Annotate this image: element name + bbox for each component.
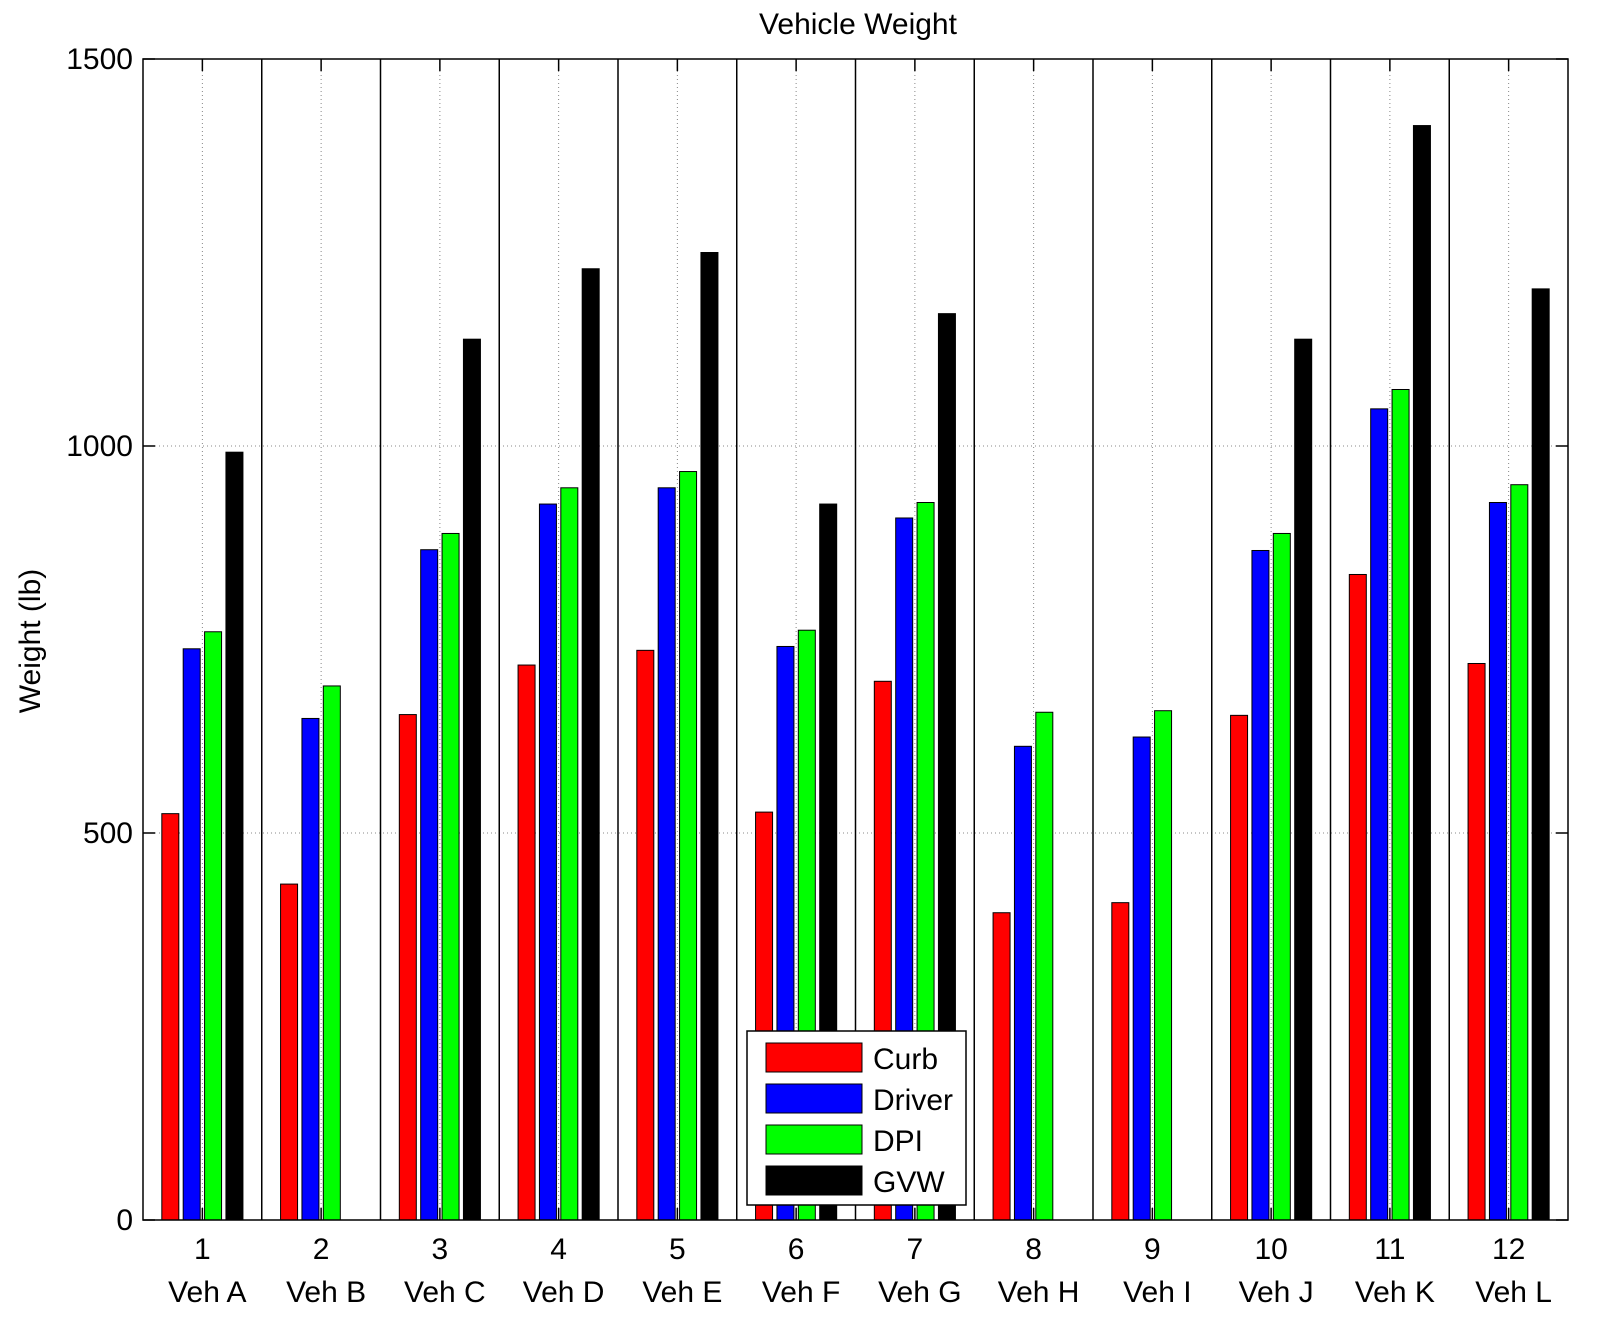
axes xyxy=(142,58,1569,1221)
x-tick-label: 12 xyxy=(1492,1233,1525,1266)
x-tick-sublabel: Veh H xyxy=(998,1276,1080,1309)
tick-labels: 0 500 1000 1500 1 Veh A 2 Veh B 3 Veh C 4 Veh D 5 Veh… xyxy=(66,43,1552,1309)
plot-frame xyxy=(142,58,1569,1221)
x-tick-sublabel: Veh I xyxy=(1123,1276,1191,1309)
bar-dpi-1 xyxy=(204,631,223,1221)
x-tick-label: 4 xyxy=(550,1233,567,1266)
bars xyxy=(161,125,1550,1221)
legend-label-gvw: GVW xyxy=(873,1166,945,1199)
bar-driver-2 xyxy=(301,717,320,1221)
bar-dpi-12 xyxy=(1510,484,1529,1221)
x-tick-label: 7 xyxy=(907,1233,924,1266)
legend-label-driver: Driver xyxy=(873,1084,953,1117)
bar-dpi-8 xyxy=(1035,711,1054,1221)
x-tick-label: 10 xyxy=(1254,1233,1287,1266)
legend-swatch-dpi xyxy=(765,1124,863,1155)
bar-curb-8 xyxy=(992,912,1011,1221)
x-tick-sublabel: Veh A xyxy=(168,1276,246,1309)
bar-curb-4 xyxy=(517,664,536,1221)
bar-driver-5 xyxy=(657,487,676,1221)
bar-driver-3 xyxy=(420,549,439,1221)
bar-driver-4 xyxy=(538,503,557,1221)
bar-dpi-4 xyxy=(560,487,579,1221)
x-tick-label: 9 xyxy=(1144,1233,1161,1266)
bar-gvw-1 xyxy=(225,451,244,1221)
legend-label-curb: Curb xyxy=(873,1043,938,1076)
bar-dpi-5 xyxy=(679,471,698,1221)
legend-swatch-gvw xyxy=(765,1165,863,1196)
bar-gvw-12 xyxy=(1531,288,1550,1221)
x-tick-sublabel: Veh F xyxy=(762,1276,840,1309)
bar-dpi-3 xyxy=(441,532,460,1221)
bar-curb-10 xyxy=(1230,714,1249,1221)
x-tick-label: 1 xyxy=(194,1233,211,1266)
bar-gvw-11 xyxy=(1412,125,1431,1221)
x-tick-sublabel: Veh K xyxy=(1355,1276,1435,1309)
bar-curb-5 xyxy=(636,649,655,1221)
x-tick-sublabel: Veh L xyxy=(1475,1276,1552,1309)
x-tick-label: 6 xyxy=(788,1233,805,1266)
x-tick-label: 5 xyxy=(669,1233,686,1266)
y-tick-label: 1500 xyxy=(66,43,133,76)
bar-dpi-10 xyxy=(1272,532,1291,1221)
bar-curb-11 xyxy=(1348,573,1367,1221)
legend: Curb Driver DPI GVW xyxy=(746,1030,967,1206)
x-tick-sublabel: Veh D xyxy=(523,1276,605,1309)
bar-gvw-5 xyxy=(700,252,719,1221)
bar-gvw-10 xyxy=(1294,338,1313,1221)
x-tick-sublabel: Veh B xyxy=(286,1276,366,1309)
legend-label-dpi: DPI xyxy=(873,1125,923,1158)
bar-curb-9 xyxy=(1111,902,1130,1221)
x-tick-label: 2 xyxy=(313,1233,330,1266)
x-tick-label: 3 xyxy=(432,1233,449,1266)
bar-dpi-11 xyxy=(1391,388,1410,1221)
bar-driver-8 xyxy=(1013,745,1032,1221)
grid-lines xyxy=(143,59,1568,1220)
bar-dpi-9 xyxy=(1154,710,1173,1221)
bar-gvw-3 xyxy=(462,338,481,1221)
bar-curb-2 xyxy=(280,883,299,1221)
chart-title: Vehicle Weight xyxy=(759,8,958,41)
bar-driver-12 xyxy=(1488,502,1507,1221)
y-tick-label: 0 xyxy=(116,1204,133,1237)
legend-swatch-driver xyxy=(765,1083,863,1114)
y-tick-label: 500 xyxy=(83,817,133,850)
bar-driver-11 xyxy=(1370,408,1389,1221)
bar-gvw-4 xyxy=(581,268,600,1221)
bar-driver-10 xyxy=(1251,549,1270,1221)
x-tick-label: 8 xyxy=(1025,1233,1042,1266)
x-tick-sublabel: Veh E xyxy=(642,1276,722,1309)
legend-swatch-curb xyxy=(765,1042,863,1073)
bar-curb-1 xyxy=(161,813,180,1221)
y-axis-label: Weight (lb) xyxy=(14,569,47,714)
bar-curb-12 xyxy=(1467,662,1486,1221)
x-tick-sublabel: Veh G xyxy=(878,1276,961,1309)
x-tick-sublabel: Veh C xyxy=(404,1276,486,1309)
bar-driver-1 xyxy=(182,648,201,1221)
bar-driver-9 xyxy=(1132,736,1151,1221)
y-tick-label: 1000 xyxy=(66,430,133,463)
x-tick-sublabel: Veh J xyxy=(1239,1276,1314,1309)
bar-curb-3 xyxy=(398,714,417,1221)
x-tick-label: 11 xyxy=(1374,1233,1405,1266)
bar-dpi-2 xyxy=(322,685,341,1221)
